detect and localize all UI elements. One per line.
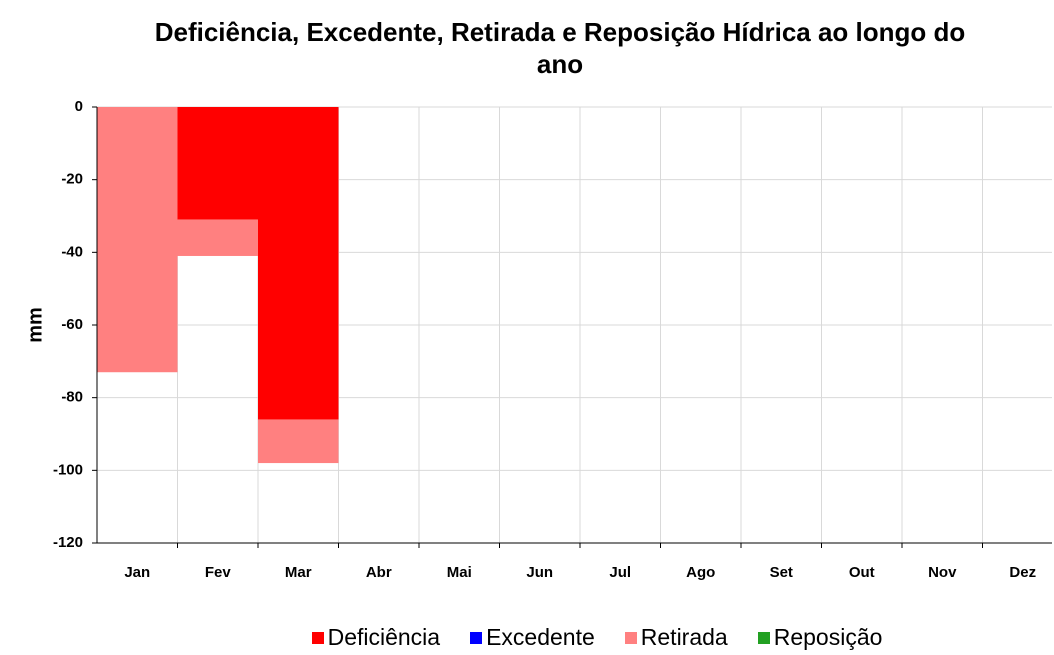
x-tick-label: Abr [366, 564, 392, 581]
legend-swatch [757, 631, 770, 644]
x-tick-label: Mar [285, 564, 312, 581]
legend: Deficiência Excedente Retirada Reposição [0, 624, 1054, 651]
bar [97, 107, 178, 373]
legend-item: Retirada [624, 624, 728, 651]
chart-title: Deficiência, Excedente, Retirada e Repos… [154, 17, 966, 79]
x-tick-label: Mai [447, 564, 472, 581]
legend-swatch [470, 631, 483, 644]
legend-item: Reposição [757, 624, 883, 651]
legend-swatch [311, 631, 324, 644]
legend-label: Deficiência [327, 624, 441, 650]
bar [177, 219, 258, 256]
x-tick-label: Jul [609, 564, 631, 581]
legend-label: Retirada [640, 624, 728, 650]
bar [177, 107, 258, 220]
legend-item: Excedente [470, 624, 595, 651]
x-tick-label: Set [770, 564, 793, 581]
legend-swatch [624, 631, 637, 644]
bar [258, 419, 339, 464]
y-tick-label: -20 [61, 171, 83, 188]
x-tick-label: Fev [205, 564, 232, 581]
bars [97, 107, 339, 464]
y-tick-label: -40 [61, 243, 83, 260]
y-tick-label: -100 [53, 461, 83, 478]
x-tick-label: Dez [1009, 564, 1036, 581]
y-axis-label: mm [24, 307, 46, 343]
chart: mm -120 -100 -80 -60 -40 -20 0 Jan Fev Mar Abr Mai J… [24, 98, 1052, 581]
legend-label: Reposição [773, 624, 883, 650]
x-tick-label: Jan [124, 564, 150, 581]
x-tick-label: Ago [686, 564, 715, 581]
bar [258, 107, 339, 420]
legend-label: Excedente [486, 624, 595, 650]
legend-item: Deficiência [311, 624, 441, 651]
y-tick-label: 0 [75, 98, 83, 115]
y-tick-label: -60 [61, 316, 83, 333]
y-tick-label: -120 [53, 534, 83, 551]
x-tick-label: Nov [928, 564, 957, 581]
x-tick-label: Jun [526, 564, 553, 581]
x-tick-label: Out [849, 564, 875, 581]
y-tick-label: -80 [61, 389, 83, 406]
